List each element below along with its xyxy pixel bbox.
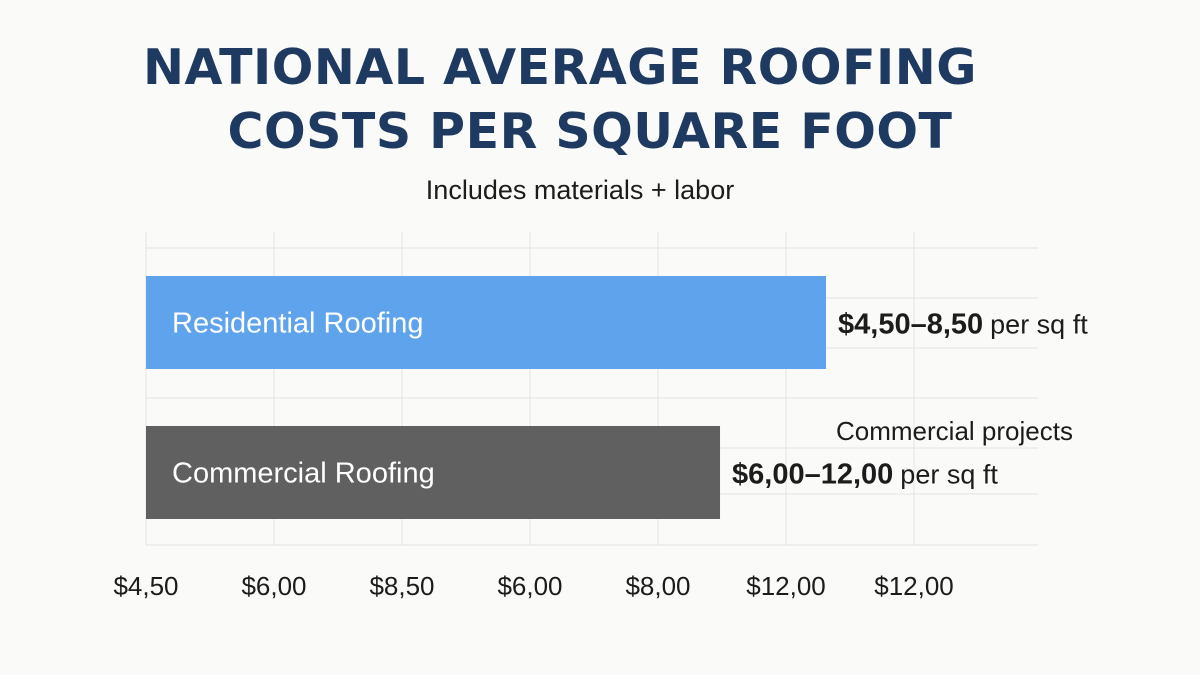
bar-category-label: Commercial Roofing [172,458,435,490]
bar-value-label: $4,50–8,50 per sq ft [838,309,1088,341]
x-tick-label: $12,00 [746,571,826,601]
bar-value-label: $6,00–12,00 per sq ft [732,459,998,491]
bars: Residential Roofing $4,50–8,50 per sq ftCo… [146,276,1088,519]
x-tick-label: $8,50 [369,571,434,601]
bar-value-range: $6,00–12,00 [732,459,893,491]
bar-category-label: Residential Roofing [172,308,423,340]
chart-title-line-1: NATIONAL AVERAGE ROOFING [142,39,978,96]
x-tick-label: $6,00 [241,571,306,601]
x-axis-ticks: $4,50 $6,00 $8,50 $6,00 $8,00 $12,00 $12,00 [113,571,953,601]
bar-residential-roofing [146,276,826,369]
bar-value-unit: per sq ft [900,460,998,490]
x-tick-label: $6,00 [497,571,562,601]
chart-title-line-2: COSTS PER SQUARE FOOT [227,103,953,160]
bar-value-range: $4,50–8,50 [838,309,983,341]
x-tick-label: $8,00 [625,571,690,601]
bar-annotation: Commercial projects [836,416,1073,446]
bar-commercial-roofing [146,426,721,519]
bar-value-unit: per sq ft [990,310,1088,340]
x-tick-label: $12,00 [874,571,954,601]
x-tick-label: $4,50 [113,571,178,601]
chart-subtitle: Includes materials + labor [425,175,735,205]
